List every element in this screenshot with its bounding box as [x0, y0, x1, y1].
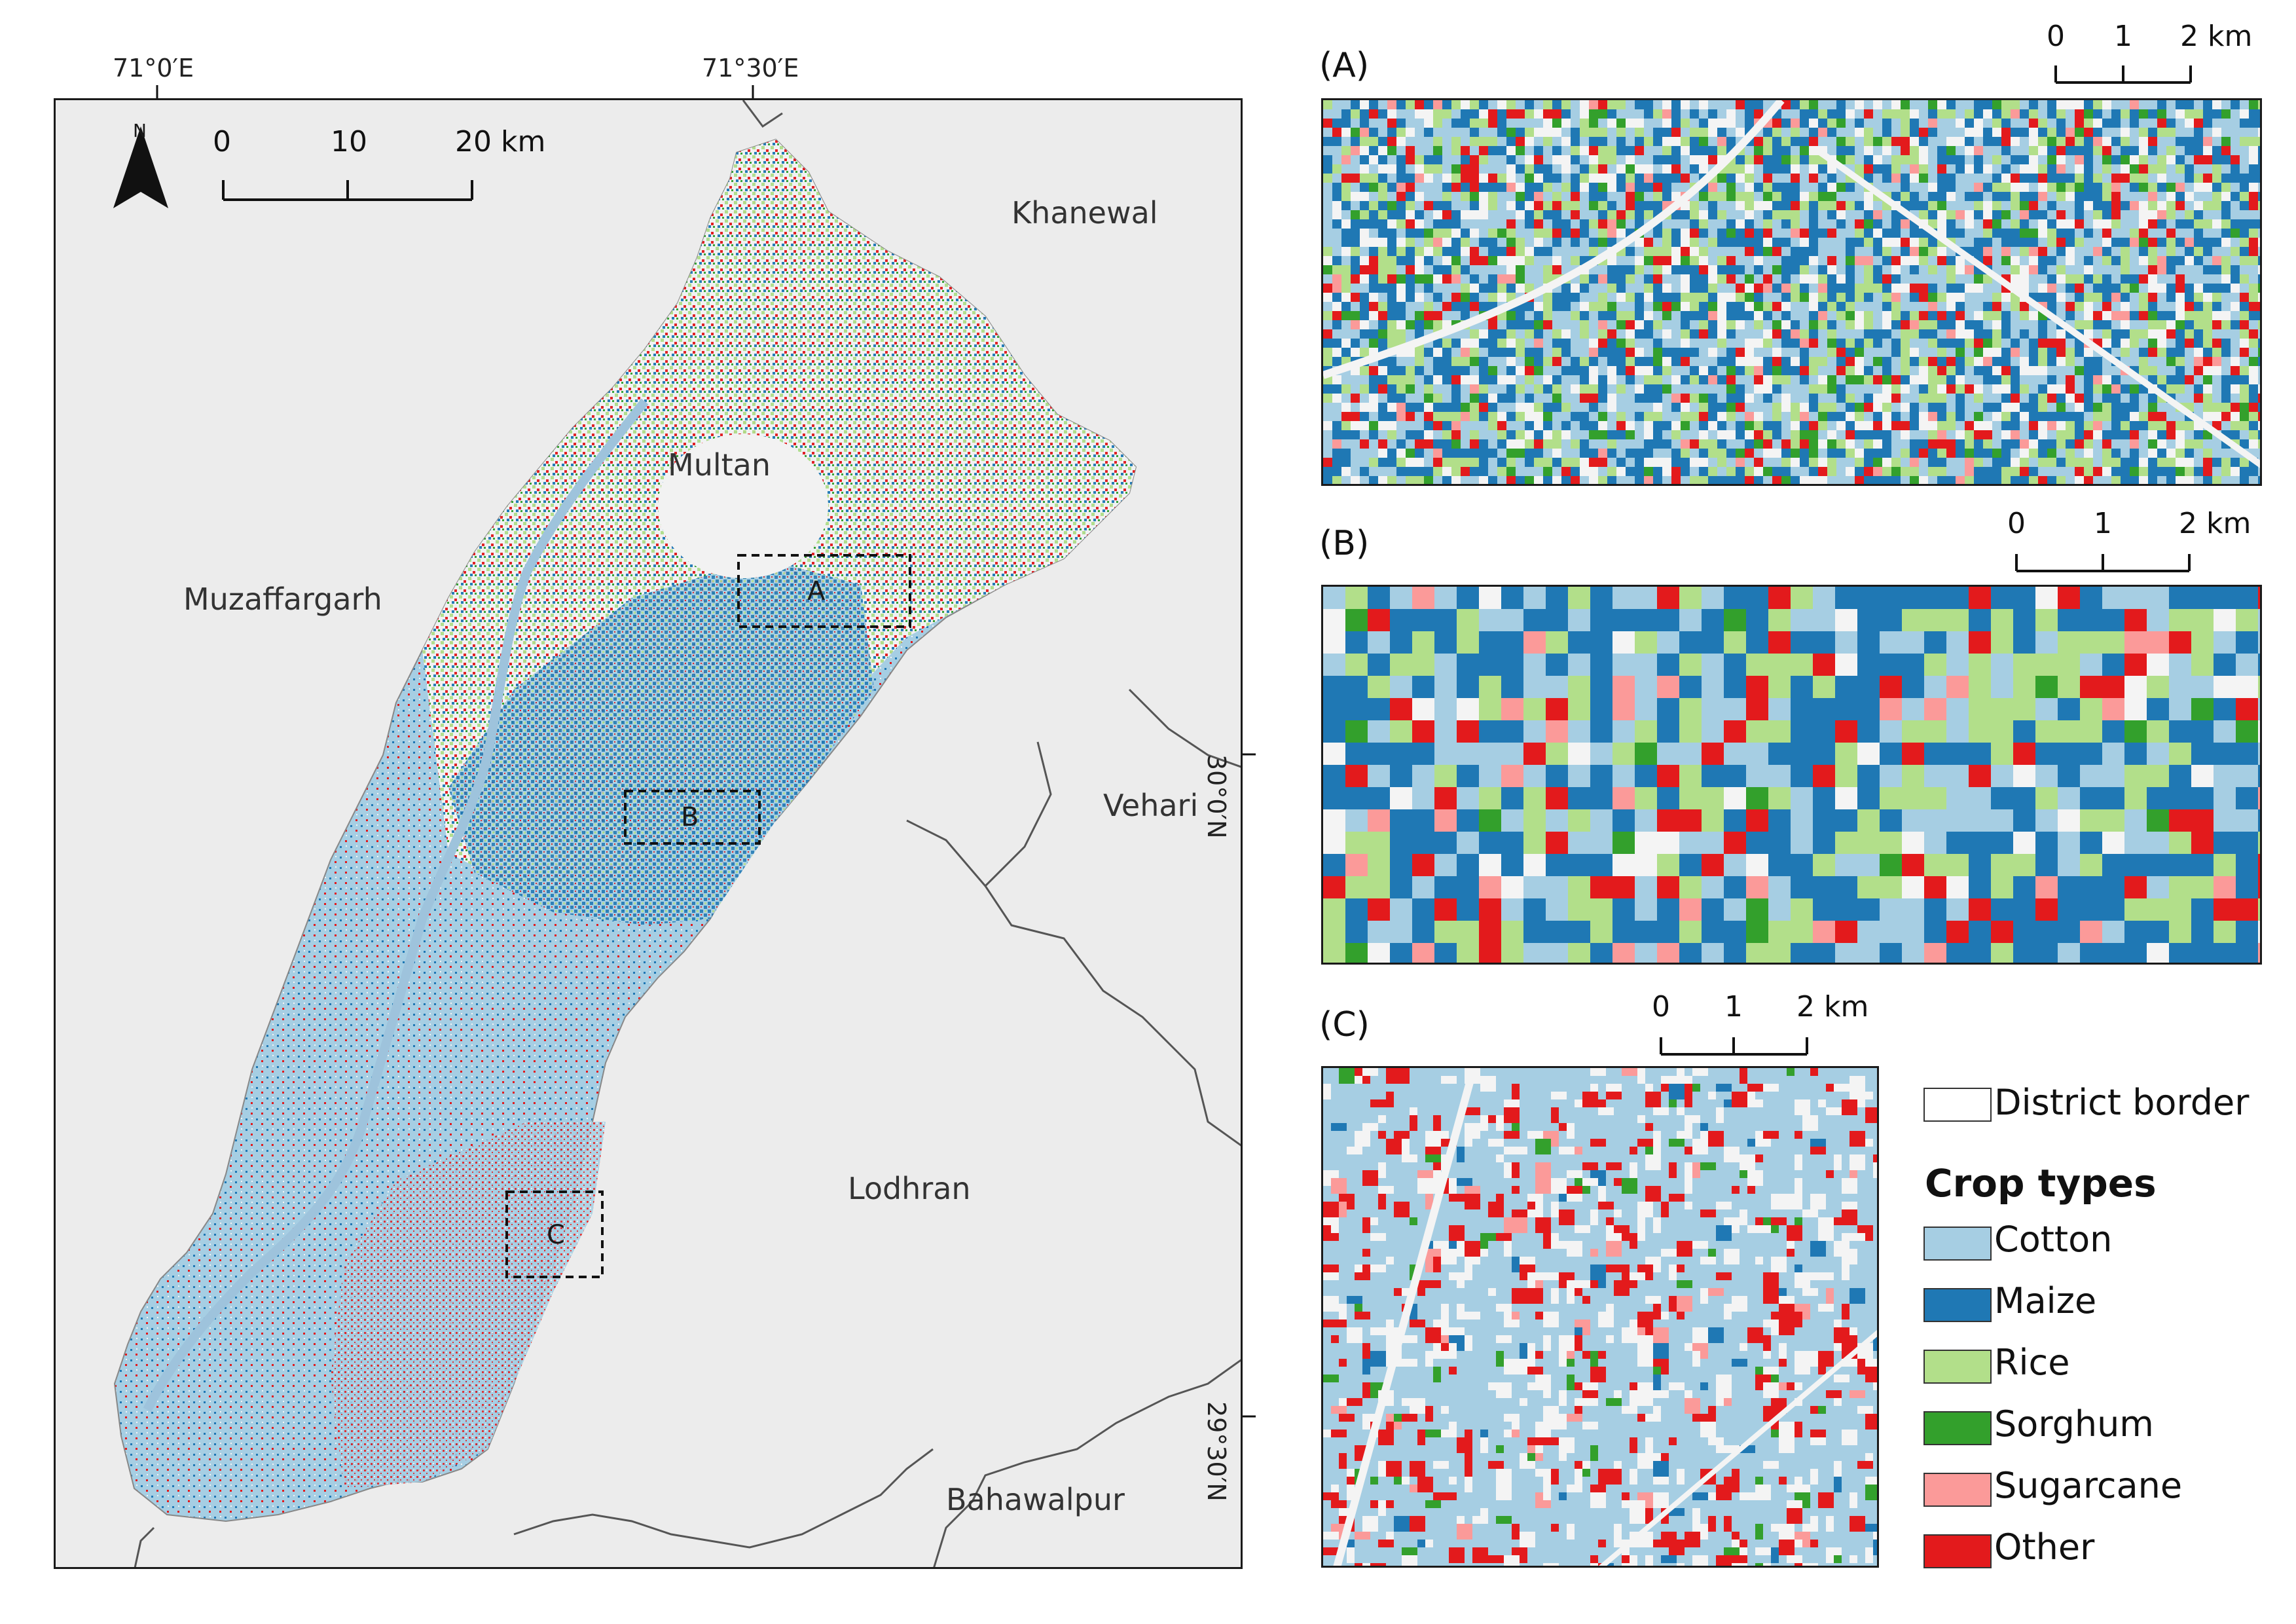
inset-box-b: [624, 790, 761, 845]
panel-b-sb-t1: 1: [2094, 507, 2112, 540]
inset-label-c: C: [547, 1220, 565, 1250]
legend-swatch-sorghum: [1923, 1411, 1992, 1445]
panel-c-map: [1321, 1066, 1879, 1568]
district-lodhran: Lodhran: [848, 1171, 971, 1206]
panel-b-title: (B): [1319, 524, 1370, 563]
panel-a-sb-t0: 0: [2047, 20, 2065, 53]
main-scalebar-t0: 0: [213, 125, 231, 158]
legend-label-other: Other: [1994, 1526, 2095, 1568]
legend-swatch-other: [1923, 1534, 1992, 1568]
panel-a-sb-t2: 2 km: [2180, 20, 2253, 53]
legend-swatch-rice: [1923, 1350, 1992, 1384]
lon-label-left: 71°0′E: [113, 54, 194, 83]
river: [143, 398, 649, 1412]
panel-c-sb-t1: 1: [1724, 990, 1743, 1024]
main-scalebar-graphic: [222, 180, 473, 201]
panel-a-map: [1321, 98, 2262, 486]
north-label: N: [133, 120, 147, 141]
legend-border-label: District border: [1994, 1082, 2250, 1123]
district-bahawalpur: Bahawalpur: [946, 1482, 1125, 1517]
panel-c-title: (C): [1319, 1005, 1370, 1044]
main-map-canvas: [113, 100, 1241, 1567]
panel-b-map: [1321, 585, 2262, 965]
lat-label-upper: 30°0′N: [1202, 754, 1231, 839]
legend-swatch-cotton: [1923, 1227, 1992, 1261]
district-multan: Multan: [668, 447, 771, 483]
legend-label-maize: Maize: [1994, 1280, 2097, 1321]
legend-heading: Crop types: [1925, 1161, 2157, 1206]
panel-c-sb-t2: 2 km: [1796, 990, 1869, 1024]
inset-box-a: [737, 554, 911, 628]
legend-swatch-sugarcane: [1923, 1473, 1992, 1507]
legend-label-sugarcane: Sugarcane: [1994, 1465, 2183, 1506]
lat-label-lower: 29°30′N: [1202, 1401, 1231, 1502]
panel-b-sb-t0: 0: [2007, 507, 2026, 540]
panel-a-title: (A): [1319, 46, 1370, 85]
legend-label-sorghum: Sorghum: [1994, 1403, 2154, 1445]
district-muzaffargarh: Muzaffargarh: [183, 581, 382, 617]
district-border-east: [1128, 688, 1241, 768]
legend-label-cotton: Cotton: [1994, 1219, 2113, 1260]
main-map-frame: 0 10 20 km N Khanewal Multan Muzaffargar…: [54, 98, 1243, 1569]
panel-c-sb-t0: 0: [1652, 990, 1670, 1024]
legend-border-swatch: [1923, 1088, 1992, 1122]
district-khanewal: Khanewal: [1011, 195, 1158, 231]
legend-swatch-maize: [1923, 1288, 1992, 1322]
inset-label-a: A: [807, 576, 826, 606]
main-scalebar-t1: 10: [331, 125, 367, 158]
panel-a-sb-t1: 1: [2114, 20, 2132, 53]
inset-label-b: B: [681, 802, 699, 832]
main-scalebar-t2: 20 km: [455, 125, 546, 158]
lon-label-right: 71°30′E: [702, 54, 799, 83]
inset-box-c: [505, 1190, 604, 1278]
multan-city: [658, 434, 828, 578]
district-vehari: Vehari: [1103, 788, 1199, 823]
legend-label-rice: Rice: [1994, 1342, 2070, 1383]
panel-b-sb-t2: 2 km: [2179, 507, 2251, 540]
north-arrow-icon: [113, 126, 168, 208]
